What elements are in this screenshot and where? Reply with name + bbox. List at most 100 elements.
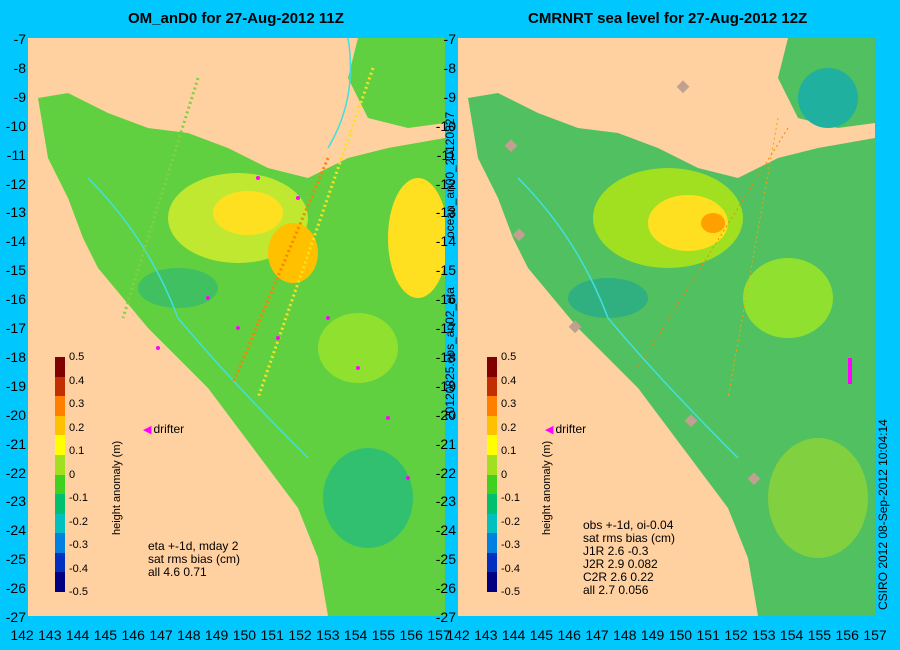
right-panel-title: CMRNRT sea level for 27-Aug-2012 12Z [528, 10, 808, 27]
y-tick-label: -18 [5, 348, 26, 365]
right-stats-line: obs +-1d, oi-0.04 [583, 518, 674, 532]
y-tick-label: -21 [5, 435, 26, 452]
colorbar-segment [55, 533, 65, 554]
colorbar-segment [55, 572, 65, 593]
y-tick-label: -26 [5, 580, 26, 597]
y-tick-label: -17 [435, 320, 456, 336]
colorbar-tick-label: -0.4 [69, 562, 88, 575]
x-tick-label: 154 [343, 627, 368, 643]
left-panel-title: OM_anD0 for 27-Aug-2012 11Z [128, 10, 344, 27]
y-tick-label: -24 [435, 522, 456, 539]
y-tick-label: -7 [13, 31, 26, 47]
y-tick-label: -8 [13, 59, 26, 76]
y-tick-label: -12 [5, 175, 26, 192]
colorbar-tick-label: 0 [69, 468, 76, 481]
colorbar-tick-label: -0.5 [501, 586, 520, 598]
y-tick-label: -23 [5, 493, 26, 510]
colorbar-tick-label: 0.4 [501, 374, 517, 387]
left-stats-line: sat rms bias (cm) [148, 552, 241, 566]
y-tick-label: -10 [5, 117, 26, 134]
obs-run-label: 20120825.obs_an02_eta [443, 287, 457, 420]
y-tick-label: -16 [435, 291, 456, 308]
y-tick-label: -20 [5, 406, 26, 423]
drifter-label: drifter [153, 422, 185, 436]
y-tick-label: -9 [443, 88, 456, 105]
y-tick-label: -11 [436, 146, 456, 163]
colorbar-tick-label: -0.5 [69, 586, 88, 598]
colorbar-tick-label: -0.2 [69, 515, 88, 528]
colorbar-tick-label: -0.3 [501, 539, 520, 551]
colorbar-segment [487, 474, 497, 495]
drifter-marker-icon: ◀ [545, 424, 554, 436]
colorbar-tick-label: 0.2 [69, 421, 85, 434]
y-tick-label: -16 [5, 291, 26, 308]
drifter-marker-icon: ◀ [143, 424, 152, 436]
y-tick-label: -19 [435, 377, 456, 394]
x-tick-label: 143 [38, 627, 62, 643]
colorbar-tick-label: 0 [501, 468, 508, 481]
y-tick-label: -15 [5, 262, 26, 279]
colorbar-segment [487, 415, 497, 436]
colorbar-segment [55, 454, 65, 475]
colorbar-tick-label: -0.1 [69, 492, 88, 504]
y-tick-label: -22 [435, 464, 456, 481]
x-tick-label: 155 [371, 627, 396, 643]
colorbar-segment [487, 454, 497, 475]
x-tick-label: 157 [427, 627, 451, 643]
y-tick-label: -22 [5, 464, 26, 481]
x-tick-label: 156 [835, 627, 859, 643]
y-tick-label: -23 [435, 493, 456, 510]
y-tick-label: -20 [435, 406, 456, 423]
left-colorbar-title: height anomaly (m) [111, 440, 123, 535]
colorbar-tick-label: 0.1 [69, 445, 85, 457]
y-tick-label: -12 [435, 175, 456, 192]
colorbar-tick-label: -0.1 [501, 492, 520, 504]
x-tick-label: 153 [752, 627, 776, 643]
colorbar-segment [487, 435, 497, 456]
x-tick-label: 144 [501, 627, 526, 643]
colorbar-segment [55, 474, 65, 495]
x-tick-label: 150 [232, 627, 257, 643]
right-map [458, 38, 875, 616]
x-tick-label: 148 [177, 627, 201, 643]
y-tick-label: -14 [435, 233, 456, 250]
y-tick-label: -8 [443, 59, 456, 76]
y-tick-label: -27 [435, 609, 456, 625]
colorbar-tick-label: 0.3 [501, 398, 517, 410]
colorbar-tick-label: 0.4 [69, 374, 85, 387]
y-tick-label: -26 [435, 580, 456, 597]
credit-label: CSIRO 2012 08-Sep-2012 10:04:14 [876, 419, 890, 610]
right-stats-line: J1R 2.6 -0.3 [583, 544, 649, 558]
y-tick-label: -25 [5, 551, 26, 568]
colorbar-segment [487, 552, 497, 573]
colorbar-segment [487, 357, 497, 378]
colorbar-segment [55, 376, 65, 397]
colorbar-segment [487, 376, 497, 397]
colorbar-segment [55, 552, 65, 573]
y-tick-label: -18 [435, 348, 456, 365]
colorbar-segment [487, 533, 497, 554]
colorbar-segment [55, 513, 65, 534]
colorbar-tick-label: -0.3 [69, 539, 88, 551]
colorbar-tick-label: 0.5 [501, 351, 517, 363]
colorbar-segment [487, 513, 497, 534]
y-tick-label: -13 [5, 204, 26, 221]
x-tick-label: 156 [399, 627, 423, 643]
x-tick-label: 152 [288, 627, 312, 643]
colorbar-segment [55, 396, 65, 417]
right-stats-line: C2R 2.6 0.22 [583, 570, 654, 584]
colorbar-segment [55, 494, 65, 515]
left-stats-line: eta +-1d, mday 2 [148, 539, 239, 553]
right-stats-line: all 2.7 0.056 [583, 583, 649, 597]
right-stats-line: J2R 2.9 0.082 [583, 557, 658, 571]
colorbar-tick-label: -0.4 [501, 562, 520, 575]
x-tick-label: 144 [65, 627, 90, 643]
x-tick-label: 143 [474, 627, 498, 643]
y-tick-label: -14 [5, 233, 26, 250]
colorbar-tick-label: 0.2 [501, 421, 517, 434]
x-tick-label: 157 [863, 627, 887, 643]
x-tick-label: 145 [529, 627, 554, 643]
x-tick-label: 142 [10, 627, 34, 643]
x-tick-label: 149 [640, 627, 665, 643]
